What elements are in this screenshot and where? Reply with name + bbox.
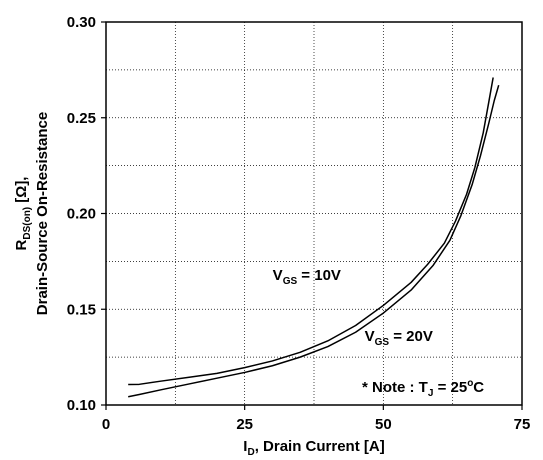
y-axis-label-line2: Drain-Source On-Resistance: [34, 112, 51, 315]
y-axis-label-line1: RDS(on) [Ω],: [13, 177, 33, 251]
x-axis-label: ID, Drain Current [A]: [243, 438, 384, 458]
series-lines: [128, 77, 500, 398]
y-tick-label: 0.25: [67, 110, 96, 127]
series-line-2: [128, 84, 500, 398]
y-axis-label: RDS(on) [Ω], Drain-Source On-Resistance: [13, 112, 51, 315]
series-label-vgs-10v: VGS = 10V: [273, 267, 341, 287]
series-line-1: [128, 77, 494, 386]
x-tick-label: 50: [375, 416, 392, 433]
tick-labels: 0 25 50 75 0.10 0.15 0.20 0.25 0.30: [67, 14, 531, 433]
y-tick-label: 0.20: [67, 206, 96, 223]
x-tick-label: 25: [236, 416, 253, 433]
x-tick-label: 0: [102, 416, 110, 433]
tick-marks: [101, 21, 523, 410]
series-label-vgs-20v: VGS = 20V: [365, 328, 433, 348]
note-annotation: * Note : TJ = 25oC: [362, 378, 484, 399]
y-tick-label: 0.30: [67, 14, 96, 31]
y-tick-label: 0.15: [67, 301, 96, 318]
y-tick-label: 0.10: [67, 397, 96, 414]
grid: [106, 22, 522, 405]
x-tick-label: 75: [514, 416, 531, 433]
